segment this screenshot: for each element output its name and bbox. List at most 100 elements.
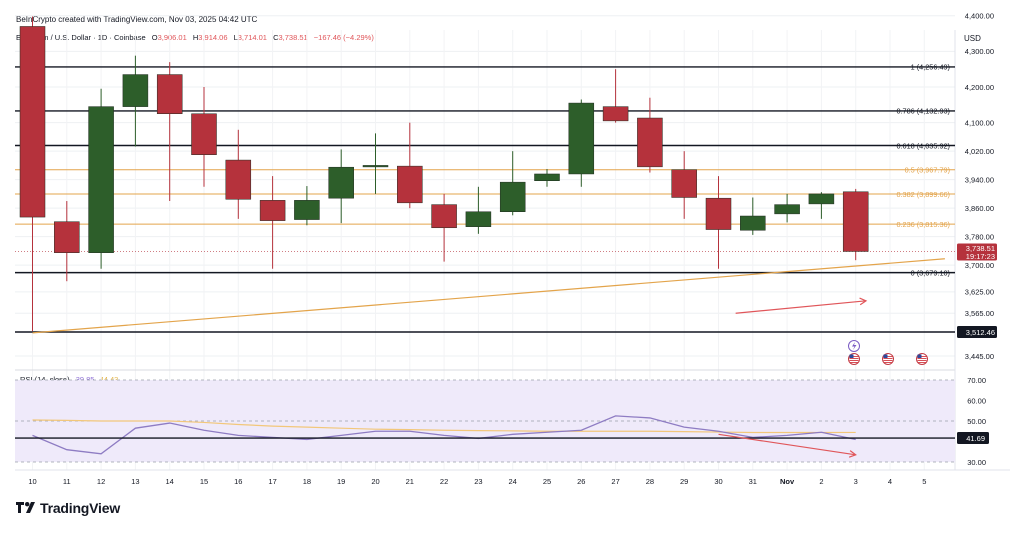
time-axis-label: 20: [371, 477, 379, 486]
drawings-layer[interactable]: [32, 258, 945, 458]
time-axis-label: 24: [509, 477, 517, 486]
price-divergence-arrow-head: [859, 297, 868, 306]
time-axis-label: Nov: [780, 477, 795, 486]
price-axis-label: 3,565.00: [965, 309, 994, 318]
axes: 4,500.004,400.004,300.004,200.004,100.00…: [28, 12, 997, 486]
symbol-legend: Ethereum / U.S. Dollar · 1D · Coinbase O…: [16, 33, 374, 42]
lightning-event-icon[interactable]: [848, 340, 860, 352]
candle-body: [705, 197, 732, 230]
flag-canton: [917, 354, 922, 358]
time-axis-label: 28: [646, 477, 654, 486]
candle-body: [808, 193, 835, 205]
candle-body: [156, 74, 183, 115]
flag-canton: [849, 354, 854, 358]
time-axis-label: 16: [234, 477, 242, 486]
last-price-tag: [957, 243, 997, 261]
symbol-name: Ethereum / U.S. Dollar · 1D · Coinbase: [16, 33, 146, 42]
candle-body: [191, 113, 217, 155]
time-axis-label: 2: [819, 477, 823, 486]
rsi-legend: RSI (14, close) 39.85 44.43: [20, 375, 118, 384]
fib-level-label: 0 (3,679.10): [911, 268, 950, 277]
time-axis-label: 5: [922, 477, 926, 486]
candle-body: [294, 200, 320, 220]
fib-level-label: 0.5 (3,967.79): [905, 166, 950, 175]
price-axis-label: 3,940.00: [965, 175, 994, 184]
price-axis-label: 3,780.00: [965, 232, 994, 241]
candle-body: [225, 159, 252, 200]
high-value: 3,914.06: [198, 33, 228, 42]
rsi-divergence-arrow: [718, 433, 856, 456]
rsi-axis-label: 70.00: [967, 376, 986, 385]
rsi-value: 41.69: [966, 434, 985, 443]
rsi-value-tag: [957, 432, 989, 445]
chart-credit: BeInCrypto created with TradingView.com,…: [16, 15, 258, 24]
fib-level-label: 1 (4,256.49): [911, 63, 950, 72]
time-axis-label: 17: [268, 477, 276, 486]
time-axis-label: 13: [131, 477, 139, 486]
last-price-value: 3,738.51: [966, 244, 995, 253]
time-axis-label: 21: [406, 477, 414, 486]
candle-body: [637, 117, 663, 168]
time-axis-label: 4: [888, 477, 892, 486]
candle-body: [19, 26, 46, 218]
low-value: 3,714.01: [237, 33, 267, 42]
time-axis-label: 27: [611, 477, 619, 486]
time-axis-label: 22: [440, 477, 448, 486]
candle-body: [54, 221, 80, 253]
candle-body: [774, 204, 800, 215]
time-axis-label: 11: [63, 477, 71, 486]
candle-body: [465, 211, 492, 227]
candle-body: [671, 169, 697, 198]
time-axis-label: 31: [749, 477, 757, 486]
rsi-legend-value: 39.85: [75, 375, 95, 384]
candle-body: [740, 215, 766, 231]
fib-retracement[interactable]: 1 (4,256.49) 0.786 (4,132.93) 0.618 (4,035…: [15, 63, 955, 333]
price-axis-label: 4,400.00: [965, 12, 994, 21]
candle-body: [602, 106, 629, 122]
price-axis-label: 3,860.00: [965, 204, 994, 213]
rsi-pane[interactable]: [15, 379, 955, 463]
candle-body: [534, 173, 560, 181]
time-axis-label: 23: [474, 477, 482, 486]
price-axis-label: 4,200.00: [965, 83, 994, 92]
time-axis-label: 30: [714, 477, 722, 486]
flag-canton: [883, 354, 888, 358]
open-label: O: [151, 33, 158, 42]
candle-body: [259, 200, 286, 221]
candle-body: [328, 166, 354, 199]
time-axis-label: 3: [854, 477, 858, 486]
candles[interactable]: [19, 16, 869, 332]
us-flag-event-icon[interactable]: [916, 353, 928, 365]
tradingview-logo-icon: [16, 500, 36, 516]
tradingview-brand[interactable]: TradingView: [16, 500, 120, 516]
bar-countdown: 19:17:23: [966, 252, 995, 261]
candle-body: [397, 165, 423, 204]
candle-body: [431, 204, 457, 229]
time-axis-label: 25: [543, 477, 551, 486]
high-label: H: [192, 33, 199, 42]
rsi-ma-legend-value: 44.43: [99, 375, 119, 384]
rsi-axis-label: 50.00: [967, 417, 986, 426]
close-value: 3,738.51: [278, 33, 308, 42]
low-label: L: [233, 33, 238, 42]
price-divergence-arrow: [735, 300, 867, 314]
ascending-trendline: [32, 258, 945, 334]
fib-level-label: 0.786 (4,132.93): [896, 107, 950, 116]
price-axis-label: 4,020.00: [965, 147, 994, 156]
time-axis-label: 15: [200, 477, 208, 486]
candle-body: [842, 191, 869, 252]
time-axis-label: 19: [337, 477, 345, 486]
fib-level-label: 0.618 (4,035.92): [896, 141, 950, 150]
price-axis-label: 3,445.00: [965, 352, 994, 361]
candle-body: [499, 181, 526, 212]
price-axis-label: 4,100.00: [965, 118, 994, 127]
rsi-divergence-arrow-head: [848, 450, 857, 458]
currency-label: USD: [964, 34, 981, 43]
candle-body: [568, 102, 595, 175]
us-flag-event-icon[interactable]: [848, 353, 860, 365]
time-axis-label: 14: [166, 477, 174, 486]
open-value: 3,906.01: [157, 33, 187, 42]
rsi-axis-label: 60.00: [967, 396, 986, 405]
us-flag-event-icon[interactable]: [882, 353, 894, 365]
